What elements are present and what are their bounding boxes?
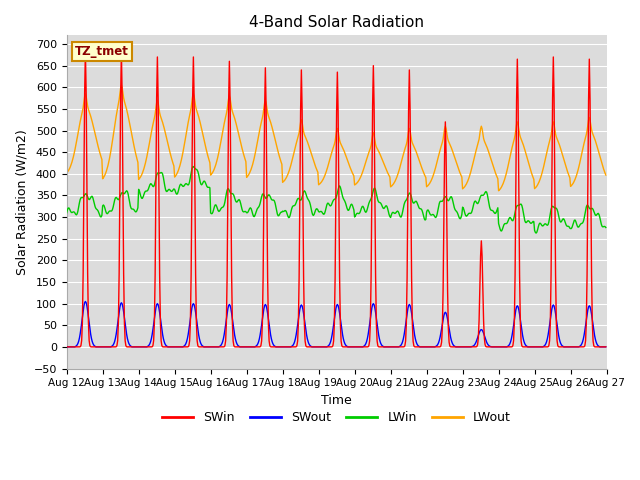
Legend: SWin, SWout, LWin, LWout: SWin, SWout, LWin, LWout: [157, 406, 516, 429]
X-axis label: Time: Time: [321, 394, 352, 407]
Title: 4-Band Solar Radiation: 4-Band Solar Radiation: [249, 15, 424, 30]
Y-axis label: Solar Radiation (W/m2): Solar Radiation (W/m2): [15, 129, 28, 275]
Text: TZ_tmet: TZ_tmet: [75, 45, 129, 59]
